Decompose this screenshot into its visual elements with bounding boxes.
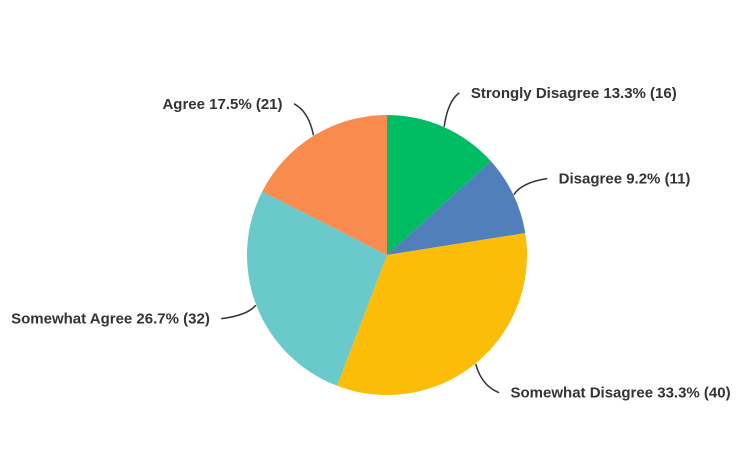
pie-slice-disagree[interactable] [387, 161, 526, 255]
leader-line-strongly-disagree [443, 92, 460, 127]
pie-slice-strongly-disagree[interactable] [387, 115, 491, 255]
leader-line-somewhat-disagree [475, 363, 500, 394]
slice-label-disagree: Disagree 9.2% (11) [559, 171, 691, 188]
slice-label-strongly-disagree: Strongly Disagree 13.3% (16) [471, 85, 677, 102]
slice-label-somewhat-disagree: Somewhat Disagree 33.3% (40) [511, 384, 731, 401]
leader-line-disagree [513, 177, 548, 195]
pie-slice-somewhat-agree[interactable] [246, 191, 387, 386]
pie-slice-agree[interactable] [262, 114, 387, 255]
slice-label-agree: Agree 17.5% (21) [162, 96, 282, 113]
leader-line-agree [293, 103, 315, 136]
leader-line-somewhat-agree [221, 304, 257, 320]
pie-slice-somewhat-disagree[interactable] [337, 233, 528, 396]
slice-label-somewhat-agree: Somewhat Agree 26.7% (32) [11, 311, 210, 328]
